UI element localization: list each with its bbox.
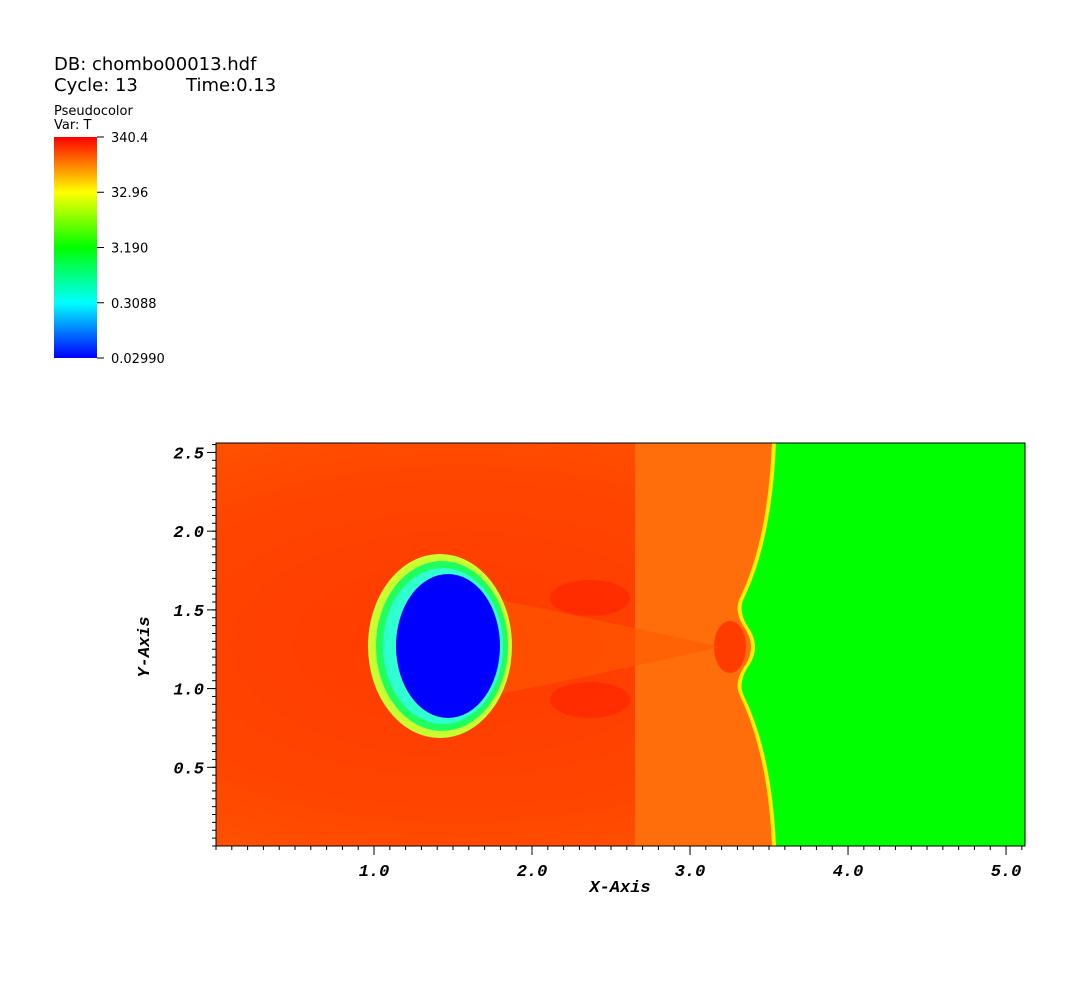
cycle-label: Cycle: 13: [54, 75, 138, 96]
colorbar-label: 32.96: [111, 186, 148, 201]
legend-var: Var: T: [54, 118, 91, 133]
colorbar: [54, 137, 97, 358]
y-tick-label: 1.5: [173, 603, 204, 622]
y-tick-label: 2.0: [173, 524, 204, 543]
colorbar-label: 0.3088: [111, 297, 157, 312]
time-label: Time:0.13: [185, 75, 276, 96]
y-tick-label: 1.0: [173, 682, 204, 701]
colorbar-label: 0.02990: [111, 352, 165, 367]
field: [216, 443, 1025, 846]
colorbar-label: 340.4: [111, 131, 148, 146]
x-tick-label: 2.0: [517, 863, 548, 882]
y-tick-label: 0.5: [173, 760, 204, 779]
x-axis-title: X-Axis: [588, 879, 650, 898]
y-tick-label: 2.5: [173, 445, 204, 464]
x-tick-label: 3.0: [675, 863, 706, 882]
y-axis-title: Y-Axis: [136, 616, 155, 677]
legend-plot: Pseudocolor: [54, 104, 133, 119]
plot-frame: [215, 442, 1026, 847]
x-tick-label: 5.0: [991, 863, 1022, 882]
db-label: DB: chombo00013.hdf: [54, 54, 257, 75]
x-tick-label: 1.0: [359, 863, 390, 882]
x-tick-label: 4.0: [833, 863, 864, 882]
colorbar-label: 3.190: [111, 242, 148, 257]
